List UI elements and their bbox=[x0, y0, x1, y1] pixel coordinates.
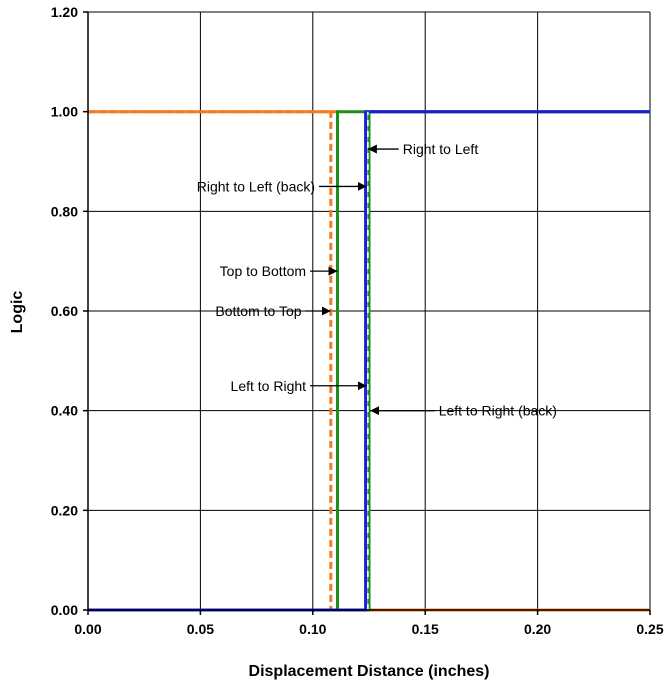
x-tick-label: 0.25 bbox=[636, 621, 663, 637]
y-axis-title: Logic bbox=[9, 291, 26, 334]
y-tick-label: 0.00 bbox=[51, 602, 78, 618]
y-tick-label: 0.60 bbox=[51, 303, 78, 319]
annotation-label: Bottom to Top bbox=[215, 303, 301, 319]
y-tick-label: 0.20 bbox=[51, 502, 78, 518]
annotation-label: Left to Right bbox=[231, 378, 307, 394]
annotation-label: Right to Left (back) bbox=[197, 178, 315, 194]
x-tick-label: 0.05 bbox=[187, 621, 214, 637]
y-tick-label: 0.80 bbox=[51, 203, 78, 219]
x-tick-label: 0.15 bbox=[412, 621, 439, 637]
series-line-3 bbox=[88, 110, 650, 612]
x-tick-label: 0.00 bbox=[74, 621, 101, 637]
x-tick-label: 0.20 bbox=[524, 621, 551, 637]
annotation-label: Left to Right (back) bbox=[439, 403, 557, 419]
y-tick-label: 0.40 bbox=[51, 403, 78, 419]
y-tick-label: 1.00 bbox=[51, 104, 78, 120]
tick-labels: 0.00 0.05 0.10 0.15 0.20 0.25 0.00 0.20 0.40 0.60… bbox=[51, 4, 664, 637]
annotation-label: Right to Left bbox=[403, 141, 479, 157]
annotations: Right to Left Right to Left (back) Top to … bbox=[197, 141, 557, 419]
annotation-label: Top to Bottom bbox=[220, 263, 306, 279]
x-tick-label: 0.10 bbox=[299, 621, 326, 637]
x-axis-title: Displacement Distance (inches) bbox=[249, 663, 490, 680]
series-layer bbox=[88, 110, 650, 612]
y-tick-label: 1.20 bbox=[51, 4, 78, 20]
